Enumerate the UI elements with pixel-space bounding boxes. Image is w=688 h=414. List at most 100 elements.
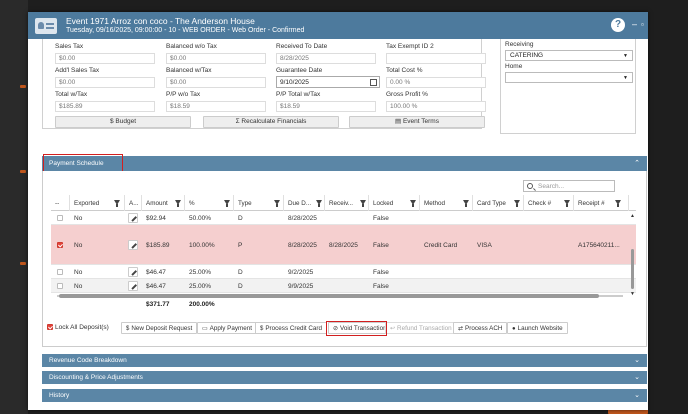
tax-exempt-id2-field[interactable] [386, 53, 486, 64]
void-transaction-button[interactable]: ⊘ Void Transaction [328, 322, 392, 334]
document-icon: ▭ [202, 326, 208, 332]
cell-receipt: A175640211... [578, 242, 620, 249]
payment-schedule-header[interactable]: Payment Schedule ⌃ [42, 156, 647, 171]
tax-exempt-id2-label: Tax Exempt ID 2 [386, 43, 434, 50]
payment-schedule-highlight [43, 154, 123, 172]
filter-icon[interactable] [224, 200, 230, 207]
receiving-select[interactable]: CATERING ▼ [505, 50, 633, 61]
edit-pencil-icon[interactable] [128, 281, 138, 291]
ban-icon: ⊘ [333, 326, 339, 332]
col-select: -- [51, 195, 70, 211]
table-row[interactable]: No $46.47 25.00% D 9/2/2025 False [51, 265, 636, 279]
guarantee-date-field[interactable]: 9/10/2025 [276, 76, 380, 88]
payment-grid: -- Exported A... Amount % Type Due D... … [51, 195, 636, 313]
row-checkbox[interactable] [57, 215, 63, 221]
col-percent[interactable]: % [185, 195, 234, 211]
lock-all-deposits[interactable]: Lock All Deposit(s) [47, 324, 109, 331]
filter-icon[interactable] [615, 200, 621, 207]
minimize-icon[interactable]: – [632, 19, 638, 29]
dropdown-arrow-icon: ▼ [623, 75, 628, 81]
addl-sales-tax-field: $0.00 [55, 77, 155, 88]
help-icon[interactable]: ? [611, 18, 625, 32]
col-card-type[interactable]: Card Type [473, 195, 524, 211]
col-exported[interactable]: Exported [70, 195, 125, 211]
filter-icon[interactable] [463, 200, 469, 207]
recalculate-financials-button[interactable]: Σ Recalculate Financials [203, 116, 339, 128]
col-check-no[interactable]: Check # [524, 195, 574, 211]
balanced-wo-tax-label: Balanced w/o Tax [166, 43, 217, 50]
chevron-down-icon[interactable]: ⌄ [634, 357, 640, 364]
filter-icon[interactable] [360, 200, 366, 207]
filter-icon[interactable] [564, 200, 570, 207]
apply-payment-button[interactable]: ▭ Apply Payment [197, 322, 258, 334]
scrollbar-thumb[interactable] [59, 294, 599, 298]
payment-actions-bar: Lock All Deposit(s) $ New Deposit Request… [47, 322, 647, 336]
process-credit-card-button[interactable]: $ Process Credit Card [255, 322, 328, 334]
chevron-down-icon[interactable]: ⌄ [634, 392, 640, 399]
scrollbar-thumb[interactable] [631, 249, 634, 289]
filter-icon[interactable] [114, 200, 120, 207]
received-to-date-label: Received To Date [276, 43, 328, 50]
horizontal-scrollbar[interactable] [51, 293, 629, 299]
filter-icon[interactable] [316, 200, 322, 207]
cell-type: P [238, 242, 243, 249]
lock-all-checkbox[interactable] [47, 324, 53, 330]
event-terms-button[interactable]: ▤ Event Terms [349, 116, 485, 128]
table-row-selected[interactable]: No $185.89 100.00% P 8/28/2025 8/28/2025… [51, 225, 636, 265]
table-row[interactable]: No $92.94 50.00% D 8/28/2025 False [51, 211, 636, 225]
col-received[interactable]: Receiv... [325, 195, 369, 211]
refund-transaction-button[interactable]: ↩ Refund Transaction [385, 322, 457, 334]
received-to-date-field: 8/28/2025 [276, 53, 376, 64]
col-due-date[interactable]: Due D... [284, 195, 325, 211]
cell-card-type: VISA [477, 242, 492, 249]
table-row[interactable]: No $46.47 25.00% D 9/9/2025 False [51, 279, 636, 293]
scroll-down-icon[interactable]: ▼ [630, 291, 635, 297]
budget-button[interactable]: $ Budget [55, 116, 191, 128]
chevron-down-icon[interactable]: ⌄ [634, 374, 640, 381]
payment-schedule-body: Search... -- Exported A... Amount % Type… [42, 171, 647, 347]
new-deposit-request-button[interactable]: $ New Deposit Request [121, 322, 198, 334]
dollar-icon: $ [109, 118, 116, 125]
filter-icon[interactable] [274, 200, 280, 207]
col-locked[interactable]: Locked [369, 195, 420, 211]
restore-icon[interactable]: ▫ [641, 20, 644, 29]
edit-pencil-icon[interactable] [128, 213, 138, 223]
row-checkbox[interactable] [57, 283, 63, 289]
vertical-scrollbar[interactable]: ▲ ▼ [629, 211, 636, 299]
calendar-icon[interactable] [370, 79, 377, 86]
row-checkbox[interactable] [57, 269, 63, 275]
process-ach-button[interactable]: ⇄ Process ACH [453, 322, 508, 334]
launch-website-button[interactable]: ● Launch Website [507, 322, 568, 334]
cell-percent: 25.00% [189, 269, 212, 276]
gross-profit-pct-label: Gross Profit % [386, 91, 428, 98]
discounting-header[interactable]: Discounting & Price Adjustments ⌄ [42, 371, 647, 384]
filter-icon[interactable] [514, 200, 520, 207]
cell-locked: False [373, 283, 389, 290]
row-checkbox[interactable] [57, 242, 63, 248]
col-actions[interactable]: A... [125, 195, 142, 211]
cell-exported: No [74, 269, 83, 276]
edit-pencil-icon[interactable] [128, 240, 138, 250]
edit-pencil-icon[interactable] [128, 267, 138, 277]
cell-due-date: 8/28/2025 [288, 242, 317, 249]
cell-due-date: 9/9/2025 [288, 283, 314, 290]
col-amount-label: Amount [146, 200, 168, 207]
window-titlebar[interactable]: Event 1971 Arroz con coco - The Anderson… [28, 12, 648, 39]
col-due-date-label: Due D... [288, 200, 312, 207]
cell-due-date: 8/28/2025 [288, 215, 317, 222]
history-header[interactable]: History ⌄ [42, 389, 647, 402]
chevron-up-icon[interactable]: ⌃ [634, 160, 640, 167]
col-receipt-no[interactable]: Receipt # [574, 195, 629, 211]
home-select[interactable]: ▼ [505, 72, 633, 83]
filter-icon[interactable] [410, 200, 416, 207]
col-type[interactable]: Type [234, 195, 284, 211]
col-method[interactable]: Method [420, 195, 473, 211]
globe-icon: ● [512, 326, 516, 332]
revenue-code-breakdown-header[interactable]: Revenue Code Breakdown ⌄ [42, 354, 647, 367]
col-amount[interactable]: Amount [142, 195, 185, 211]
search-input[interactable]: Search... [523, 180, 615, 192]
scroll-up-icon[interactable]: ▲ [630, 213, 635, 219]
filter-icon[interactable] [175, 200, 181, 207]
col-actions-label: A... [129, 200, 139, 207]
pp-total-w-tax-field: $18.59 [276, 101, 376, 112]
